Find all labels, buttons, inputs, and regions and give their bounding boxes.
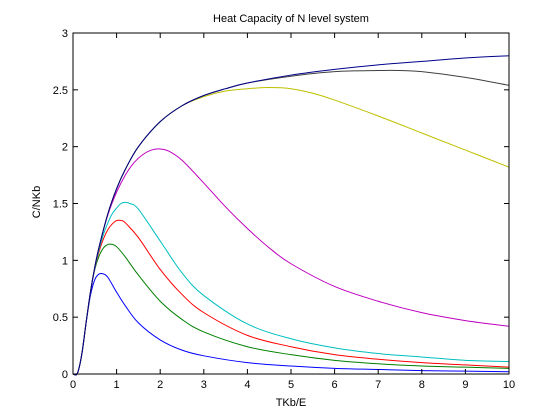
x-tick-label: 2 — [157, 379, 163, 391]
y-tick-label: 2 — [62, 142, 68, 154]
series-line-8 — [72, 55, 510, 376]
chart-title: Heat Capacity of N level system — [213, 13, 369, 25]
x-tick-label: 3 — [201, 379, 207, 391]
series-layer — [72, 55, 510, 376]
x-tick-label: 1 — [114, 379, 120, 391]
x-tick-label: 7 — [375, 379, 381, 391]
x-tick-label: 6 — [332, 379, 338, 391]
series-line-1 — [72, 272, 510, 376]
y-tick-label: 2.5 — [53, 85, 68, 97]
y-axis-title: C/NKb — [31, 186, 43, 218]
y-tick-label: 0.5 — [53, 312, 68, 324]
y-tick-label: 1 — [62, 255, 68, 267]
tick-layer: 0 1 2 3 4 5 6 7 8 9 10 0 0.5 1 1.5 2 2.5 3 — [53, 28, 515, 391]
y-tick-label: 1.5 — [53, 199, 68, 211]
series-line-4 — [72, 201, 510, 376]
x-tick-label: 8 — [419, 379, 425, 391]
y-tick-label: 3 — [62, 28, 68, 40]
y-tick-label: 0 — [62, 369, 68, 381]
x-tick-label: 10 — [503, 379, 515, 391]
series-line-5 — [72, 148, 510, 376]
series-line-6 — [72, 87, 510, 376]
series-line-7 — [72, 69, 510, 376]
x-tick-label: 9 — [462, 379, 468, 391]
x-tick-label: 4 — [244, 379, 250, 391]
x-axis-title: TKb/E — [276, 397, 307, 409]
series-line-3 — [72, 219, 510, 376]
x-tick-label: 0 — [70, 379, 76, 391]
x-tick-label: 5 — [288, 379, 294, 391]
